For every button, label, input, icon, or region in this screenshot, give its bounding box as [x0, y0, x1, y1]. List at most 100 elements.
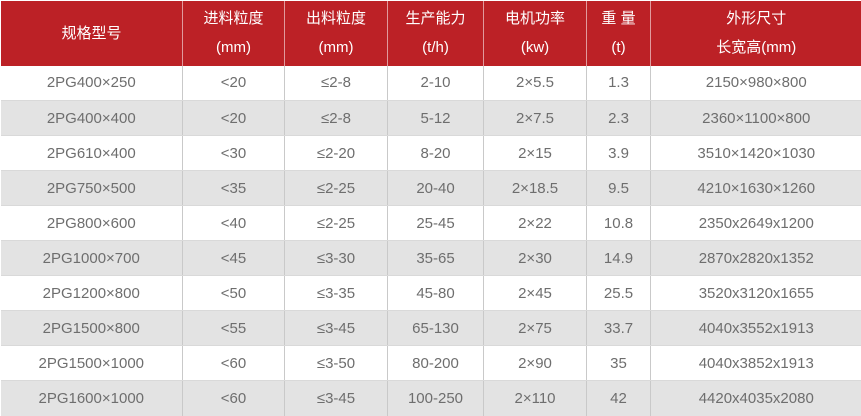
cell-model: 2PG1200×800 [0, 275, 183, 312]
cell-feed_size: <60 [182, 345, 285, 382]
table-row: 2PG1600×1000 <60 ≤3-45 100-250 2×110 42 … [0, 380, 861, 416]
cell-dimensions: 4210×1630×1260 [650, 170, 861, 207]
cell-model: 2PG1500×1000 [0, 345, 183, 382]
cell-weight: 3.9 [586, 135, 651, 172]
cell-motor_power: 2×18.5 [483, 170, 587, 207]
cell-capacity: 8-20 [387, 135, 484, 172]
cell-feed_size: <20 [182, 100, 285, 137]
cell-motor_power: 2×90 [483, 345, 587, 382]
cell-model: 2PG1600×1000 [0, 380, 183, 416]
cell-motor_power: 2×75 [483, 310, 587, 347]
header-unit: (kw) [520, 39, 550, 57]
column-header-weight: 重 量 (t) [586, 0, 651, 66]
header-title: 外形尺寸 [726, 10, 787, 27]
header-title: 电机功率 [504, 10, 565, 27]
cell-model: 2PG800×600 [0, 205, 183, 242]
header-unit: (mm) [318, 39, 354, 57]
cell-output_size: ≤3-45 [284, 380, 388, 416]
column-header-dimensions: 外形尺寸 长宽高(mm) [650, 0, 861, 66]
cell-dimensions: 2350x2649x1200 [650, 205, 861, 242]
table-row: 2PG610×400 <30 ≤2-20 8-20 2×15 3.9 3510×… [0, 135, 861, 172]
cell-feed_size: <20 [182, 65, 285, 102]
cell-weight: 25.5 [586, 275, 651, 312]
cell-weight: 2.3 [586, 100, 651, 137]
column-header-feed-size: 进料粒度 (mm) [182, 0, 285, 66]
cell-dimensions: 2360×1100×800 [650, 100, 861, 137]
cell-motor_power: 2×22 [483, 205, 587, 242]
header-title: 生产能力 [405, 10, 466, 27]
cell-output_size: ≤2-25 [284, 170, 388, 207]
cell-model: 2PG400×400 [0, 100, 183, 137]
cell-output_size: ≤2-8 [284, 65, 388, 102]
cell-model: 2PG610×400 [0, 135, 183, 172]
cell-capacity: 45-80 [387, 275, 484, 312]
header-title: 出料粒度 [305, 10, 366, 27]
header-unit: (mm) [216, 39, 251, 57]
table-row: 2PG1500×800 <55 ≤3-45 65-130 2×75 33.7 4… [0, 310, 861, 347]
cell-capacity: 80-200 [387, 345, 484, 382]
cell-output_size: ≤3-35 [284, 275, 388, 312]
header-title: 规格型号 [61, 24, 122, 42]
cell-capacity: 20-40 [387, 170, 484, 207]
cell-output_size: ≤2-20 [284, 135, 388, 172]
header-unit: (t) [611, 39, 626, 57]
cell-output_size: ≤3-45 [284, 310, 388, 347]
cell-capacity: 25-45 [387, 205, 484, 242]
cell-feed_size: <60 [182, 380, 285, 416]
cell-motor_power: 2×15 [483, 135, 587, 172]
header-unit: (t/h) [422, 39, 449, 57]
cell-weight: 10.8 [586, 205, 651, 242]
column-header-output-size: 出料粒度 (mm) [284, 0, 388, 66]
table-row: 2PG400×250 <20 ≤2-8 2-10 2×5.5 1.3 2150×… [0, 65, 861, 102]
cell-output_size: ≤3-30 [284, 240, 388, 277]
cell-dimensions: 2870x2820x1352 [650, 240, 861, 277]
cell-feed_size: <30 [182, 135, 285, 172]
cell-output_size: ≤2-25 [284, 205, 388, 242]
column-header-capacity: 生产能力 (t/h) [387, 0, 484, 66]
cell-output_size: ≤2-8 [284, 100, 388, 137]
cell-capacity: 5-12 [387, 100, 484, 137]
cell-weight: 9.5 [586, 170, 651, 207]
table-row: 2PG400×400 <20 ≤2-8 5-12 2×7.5 2.3 2360×… [0, 100, 861, 137]
table-body: 2PG400×250 <20 ≤2-8 2-10 2×5.5 1.3 2150×… [0, 65, 861, 416]
cell-weight: 33.7 [586, 310, 651, 347]
table-row: 2PG1200×800 <50 ≤3-35 45-80 2×45 25.5 35… [0, 275, 861, 312]
cell-motor_power: 2×7.5 [483, 100, 587, 137]
cell-output_size: ≤3-50 [284, 345, 388, 382]
cell-weight: 35 [586, 345, 651, 382]
cell-feed_size: <55 [182, 310, 285, 347]
cell-motor_power: 2×45 [483, 275, 587, 312]
cell-weight: 14.9 [586, 240, 651, 277]
cell-dimensions: 2150×980×800 [650, 65, 861, 102]
cell-capacity: 65-130 [387, 310, 484, 347]
header-unit: 长宽高(mm) [716, 39, 797, 57]
cell-dimensions: 4040x3852x1913 [650, 345, 861, 382]
cell-weight: 1.3 [586, 65, 651, 102]
cell-motor_power: 2×5.5 [483, 65, 587, 102]
column-header-motor-power: 电机功率 (kw) [483, 0, 587, 66]
cell-dimensions: 4420x4035x2080 [698, 390, 814, 408]
table-row: 2PG800×600 <40 ≤2-25 25-45 2×22 10.8 235… [0, 205, 861, 242]
cell-motor_power: 2×30 [483, 240, 587, 277]
cell-model: 2PG400×250 [0, 65, 183, 102]
cell-feed_size: <40 [182, 205, 285, 242]
table-header: 规格型号 进料粒度 (mm) 出料粒度 (mm) 生产能力 (t/h) 电机功率… [0, 0, 861, 66]
header-title: 重 量 [601, 10, 636, 27]
cell-weight: 42 [586, 380, 651, 416]
cell-dimensions: 3520x3120x1655 [650, 275, 861, 312]
column-header-model: 规格型号 [0, 0, 183, 66]
cell-capacity: 100-250 [387, 380, 484, 416]
cell-motor_power: 2×110 [483, 380, 587, 416]
cell-feed_size: <35 [182, 170, 285, 207]
cell-model: 2PG750×500 [0, 170, 183, 207]
table-row: 2PG1000×700 <45 ≤3-30 35-65 2×30 14.9 28… [0, 240, 861, 277]
cell-dimensions: 4040x3552x1913 [650, 310, 861, 347]
cell-feed_size: <50 [182, 275, 285, 312]
cell-model: 2PG1000×700 [0, 240, 183, 277]
cell-model: 2PG1500×800 [0, 310, 183, 347]
cell-capacity: 2-10 [387, 65, 484, 102]
cell-feed_size: <45 [182, 240, 285, 277]
cell-dimensions: 3510×1420×1030 [650, 135, 861, 172]
